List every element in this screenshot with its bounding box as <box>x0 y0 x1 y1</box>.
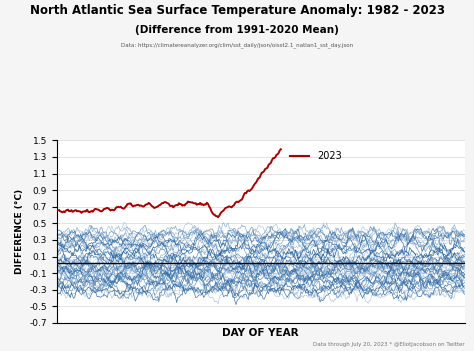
Legend: 2023: 2023 <box>286 147 346 165</box>
Text: Data through July 20, 2023 * @EliotJacobson on Twitter: Data through July 20, 2023 * @EliotJacob… <box>313 343 465 347</box>
Y-axis label: DIFFERENCE (°C): DIFFERENCE (°C) <box>15 189 24 274</box>
Text: (Difference from 1991-2020 Mean): (Difference from 1991-2020 Mean) <box>135 25 339 34</box>
Text: North Atlantic Sea Surface Temperature Anomaly: 1982 - 2023: North Atlantic Sea Surface Temperature A… <box>29 4 445 16</box>
X-axis label: DAY OF YEAR: DAY OF YEAR <box>222 329 299 338</box>
Text: Data: https://climatereanalyzer.org/clim/sst_daily/json/oisst2.1_natlan1_sst_day: Data: https://climatereanalyzer.org/clim… <box>121 42 353 48</box>
